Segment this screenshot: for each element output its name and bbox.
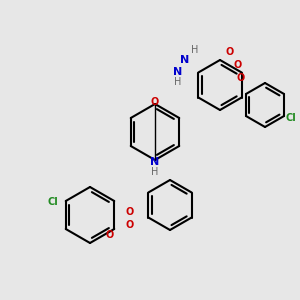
Text: O: O: [126, 207, 134, 217]
Text: H: H: [174, 77, 182, 87]
Text: O: O: [234, 60, 242, 70]
Text: O: O: [151, 97, 159, 107]
Text: O: O: [126, 220, 134, 230]
Text: N: N: [150, 157, 160, 167]
Text: N: N: [180, 55, 190, 65]
Text: O: O: [226, 47, 234, 57]
Text: H: H: [191, 45, 199, 55]
Text: Cl: Cl: [285, 113, 296, 123]
Text: O: O: [106, 230, 114, 240]
Text: N: N: [173, 67, 183, 77]
Text: Cl: Cl: [47, 197, 58, 207]
Text: O: O: [237, 73, 245, 83]
Text: H: H: [151, 167, 159, 177]
